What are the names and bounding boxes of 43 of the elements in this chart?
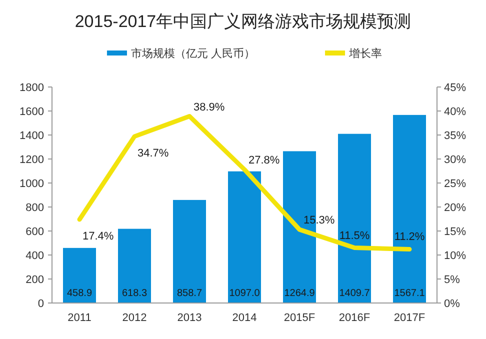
y-tick-label: 1600	[20, 106, 44, 118]
y-tick-label: 200	[26, 274, 44, 286]
y2-tick-label: 25%	[444, 178, 466, 190]
data-label: 1567.1	[394, 288, 426, 299]
data-label: 1097.0	[229, 288, 260, 299]
data-label: 1264.9	[284, 288, 316, 299]
y-tick-label: 800	[26, 202, 44, 214]
y2-tick-label: 35%	[444, 130, 466, 142]
y-tick-label: 1400	[20, 130, 44, 142]
x-tick-label: 2017F	[394, 312, 426, 324]
y2-tick-label: 45%	[444, 82, 466, 94]
data-label: 17.4%	[82, 230, 114, 242]
y-tick-label: 1200	[20, 154, 44, 166]
y-tick-label: 1000	[20, 178, 44, 190]
data-label: 458.9	[66, 288, 92, 299]
title: 2015-2017年中国广义网络游戏市场规模预测	[74, 12, 412, 31]
y-tick-label: 1800	[20, 82, 44, 94]
y2-tick-label: 10%	[444, 250, 466, 262]
y-tick-label: 600	[26, 226, 44, 238]
y2-tick-label: 5%	[444, 274, 460, 286]
x-tick-label: 2013	[177, 312, 202, 324]
y-tick-label: 0	[38, 298, 44, 310]
data-label: 34.7%	[138, 147, 169, 160]
y-tick-label: 400	[26, 250, 44, 262]
legend-label: 增长率	[348, 47, 382, 60]
x-tick-label: 2015F	[284, 312, 316, 324]
data-label: 38.9%	[194, 101, 225, 114]
y2-tick-label: 40%	[444, 106, 466, 118]
x-tick-label: 2011	[68, 312, 92, 324]
y2-tick-label: 15%	[444, 226, 466, 238]
x-tick-label: 2016F	[338, 312, 370, 324]
legend-label: 市场规模（亿元 人民币）	[130, 47, 256, 60]
data-label: 618.3	[122, 288, 148, 299]
y2-tick-label: 20%	[444, 202, 466, 214]
data-label: 11.2%	[394, 231, 425, 244]
x-tick-label: 2014	[232, 312, 257, 324]
data-label: 858.7	[176, 288, 202, 299]
y2-tick-label: 30%	[444, 154, 466, 166]
x-tick-label: 2012	[122, 312, 147, 324]
data-label: 27.8%	[248, 154, 280, 167]
data-label: 11.5%	[339, 230, 370, 242]
y2-tick-label: 0%	[444, 298, 460, 310]
data-label: 1409.7	[339, 288, 370, 299]
